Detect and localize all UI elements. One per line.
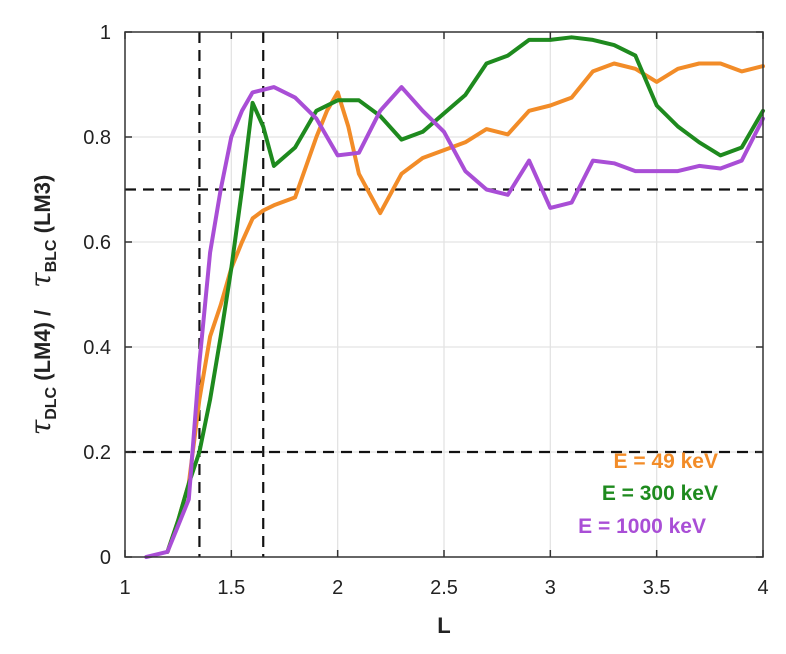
series-line-3 — [144, 85, 765, 559]
x-tick-label: 4 — [757, 577, 768, 599]
legend-entry-1: E = 49 keV — [614, 450, 719, 473]
series-line-2 — [165, 35, 765, 554]
legend-entry-3: E = 1000 keV — [578, 515, 706, 538]
y-tick-label: 0.4 — [83, 337, 111, 359]
y-label-tau-1: τ — [24, 419, 57, 435]
legend-entry-2: E = 300 keV — [602, 482, 718, 505]
y-label-tau-2: τ — [24, 272, 57, 288]
y-tick-labels: 0 0.2 0.4 0.6 0.8 1 — [83, 22, 111, 569]
y-tick-label: 0 — [100, 547, 111, 569]
x-tick-label: 3.5 — [643, 577, 671, 599]
y-tick-label: 0.8 — [83, 127, 111, 149]
x-tick-labels: 1 1.5 2 2.5 3 3.5 4 — [119, 577, 768, 599]
x-axis-label: L — [437, 613, 450, 638]
x-tick-label: 1 — [119, 577, 130, 599]
gridlines — [125, 32, 763, 557]
y-axis-label: τDLC (LM4) /τBLC (LM3) — [24, 175, 60, 436]
reference-lines — [125, 32, 763, 557]
x-tick-label: 2 — [332, 577, 343, 599]
series-lines — [144, 35, 765, 559]
y-tick-label: 1 — [100, 22, 111, 44]
y-tick-label: 0.6 — [83, 232, 111, 254]
y-label-sub-2: BLC — [43, 239, 60, 272]
y-label-suffix-2: (LM3) — [30, 175, 55, 240]
legend: E = 49 keV E = 300 keV E = 1000 keV — [578, 450, 718, 538]
x-tick-label: 2.5 — [430, 577, 458, 599]
x-tick-label: 1.5 — [217, 577, 245, 599]
x-tick-label: 3 — [545, 577, 556, 599]
axis-ticks — [124, 31, 764, 558]
y-tick-label: 0.2 — [83, 442, 111, 464]
y-label-sub-1: DLC — [43, 386, 60, 419]
y-label-suffix-1: (LM4) / — [30, 310, 55, 387]
